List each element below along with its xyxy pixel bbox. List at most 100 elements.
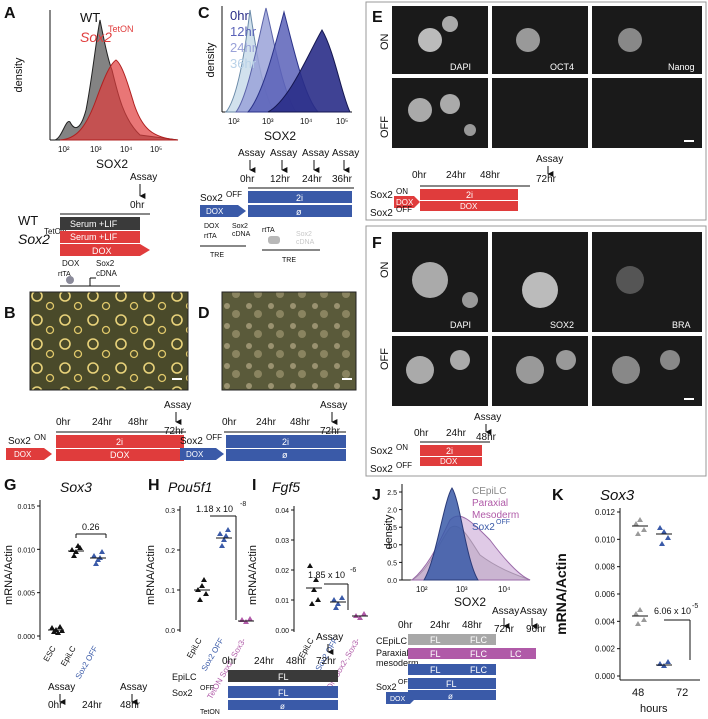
bar-dox-a [60,244,150,256]
ytick-label: 0.00 [275,628,289,635]
j-bar-fl-1: FL [430,635,441,645]
ytick-label: 2.5 [387,490,397,497]
data-point [75,543,81,548]
ytick-label: 0.02 [275,568,289,575]
k-pexp: -5 [692,603,698,610]
time-c-12: 12hr [270,174,291,185]
data-point [361,611,367,616]
panel-c: C density 0hr 12hr 24hr 36hr 10² 10³ 10⁴… [198,5,359,264]
data-point [197,597,203,602]
h-pexp: -8 [240,501,246,508]
micrograph-b [29,291,189,391]
hi-bar-sox2-empty: ø [280,702,285,711]
data-point [635,621,641,626]
hi-t0: 0hr [222,656,237,667]
row-on-b: ON [34,433,46,442]
svg-text:10⁵: 10⁵ [336,117,348,126]
row-sox2-f-on: Sox2 [370,446,393,457]
i-ylabel: mRNA/Actin [247,545,259,605]
data-point [641,617,647,622]
j-assay-2: Assay [520,606,547,617]
j-xlabel: SOX2 [454,595,486,609]
time-d-48: 48hr [290,417,311,428]
hi-bar-epilc: FL [278,672,289,682]
category-label: ESC [42,644,58,663]
row-sox2-d: Sox2 [180,436,203,447]
panel-label-a: A [4,5,16,22]
construct-rtta-c: rtTA [204,233,217,240]
data-point [99,549,105,554]
row-sox2-e-off: Sox2 [370,208,393,219]
time-e-0: 0hr [412,170,427,181]
j-t72: 72hr [494,624,515,635]
ytick-label: 0.010 [17,547,35,554]
panel-e: E ON Sox2 OFF Sox2 DAPI OCT4 Nanog Assay… [365,1,707,221]
i-pvalue: 1.85 x 10 [308,570,345,580]
j-assay-1: Assay [492,606,519,617]
j-bar-flc-3: FLC [470,665,488,675]
data-point [199,583,205,588]
data-point [221,537,227,542]
data-point [71,553,77,558]
data-point [661,529,667,534]
hi-t48: 48hr [286,656,307,667]
ytick-label: 0.0 [387,578,397,585]
bar-serum-sox2 [60,231,140,243]
dox-arrow-c-label: DOX [206,207,224,216]
bar-2i-c [248,191,352,203]
panel-label-k: K [552,487,564,504]
ytick-label: 0.008 [595,563,616,572]
ytick-label: 0.000 [17,634,35,641]
hi-row-teton: TetON [200,709,220,716]
construct-dox-c: DOX [204,223,220,230]
ytick-label: 0.006 [595,590,616,599]
svg-text:10⁴: 10⁴ [498,585,511,594]
g-points [48,543,106,635]
i-pexp: -6 [350,567,356,574]
panel-i: I Fgf5 mRNA/Actin 0.00 0.01 0.02 0.03 0.04 1… [247,477,368,701]
construct-cdna-c: cDNA [232,231,251,238]
panel-label-i: I [252,477,256,494]
data-point [311,587,317,592]
h-ylabel: mRNA/Actin [145,545,157,605]
bar-2i-d: 2i [282,437,289,447]
ytick-label: 0.04 [275,508,289,515]
j-legend-cepilc: CEpiLC [472,486,506,497]
h-pvalue: 1.18 x 10 [196,504,233,514]
legend-sox2: Sox2 [80,29,112,45]
svg-text:10⁴: 10⁴ [300,117,313,126]
assay-d: Assay [320,400,347,411]
panel-a: A density WT Sox2 TetON 10² 10³ 10⁴ 10⁵ … [4,5,179,300]
ytick-label: 0.2 [165,548,175,555]
time-c-36: 36hr [332,174,353,185]
j-bar-fl-3: FL [430,665,441,675]
tick-a-2: 10³ [90,145,102,154]
i-yaxis: 0.00 0.01 0.02 0.03 0.04 [275,508,294,635]
construct-cdna-c2: cDNA [296,239,315,246]
bar-empty-d: ø [282,450,288,460]
legend-24hr: 24hr [230,40,257,55]
data-point [641,527,647,532]
g-pvalue: 0.26 [82,522,100,532]
construct-sox2-a: Sox2 [96,259,115,268]
j-bar-flc-1: FLC [470,635,488,645]
g-yaxis: 0.000 0.005 0.010 0.015 [17,504,40,641]
h-points [194,527,254,624]
j-t24: 24hr [430,620,451,631]
row-sox2-b: Sox2 [8,436,31,447]
f-dapi: DAPI [450,320,471,330]
hi-t72: 72hr [316,656,337,667]
g-assay-2: Assay [120,682,147,693]
time-e-48: 48hr [480,170,501,181]
j-t48: 48hr [462,620,483,631]
panel-h: H Pou5f1 mRNA/Actin 0.0 0.1 0.2 0.3 1.18 x … [145,477,254,701]
hi-t24: 24hr [254,656,275,667]
data-point [313,577,319,582]
category-label: Sox2 OFF [74,644,100,680]
data-point [635,531,641,536]
data-point [217,531,223,536]
data-point [201,577,207,582]
time-b-0: 0hr [56,417,71,428]
legend-teton: TetON [108,24,134,34]
data-point [357,615,363,620]
